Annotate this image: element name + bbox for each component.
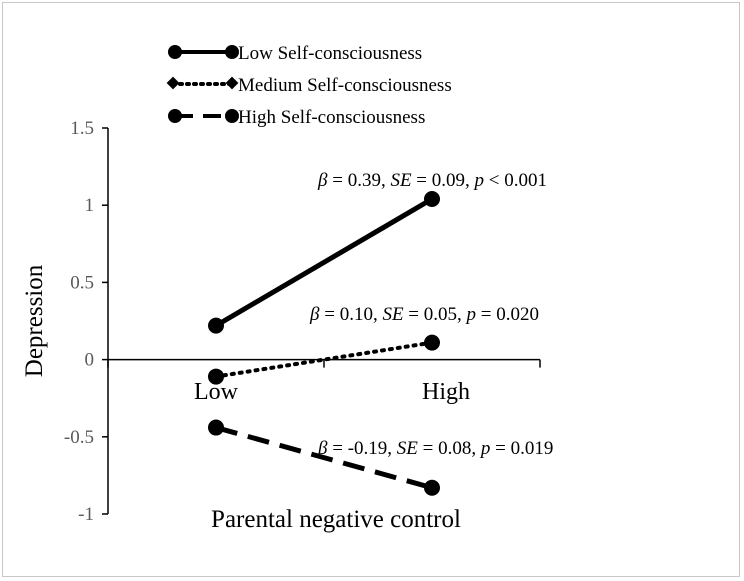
data-point-low-low: [208, 317, 224, 334]
legend-marker-medium-left: [166, 76, 180, 90]
legend: Low Self-consciousness Medium Self-consc…: [166, 43, 452, 128]
annotation-medium: β = 0.10, SE = 0.05, p = 0.020: [309, 304, 539, 325]
legend-marker-low-left: [168, 45, 182, 59]
x-axis-label: Parental negative control: [211, 506, 461, 533]
annotation-high: β = -0.19, SE = 0.08, p = 0.019: [317, 438, 553, 459]
x-tick-labels: Low High: [194, 379, 470, 405]
legend-label-low: Low Self-consciousness: [238, 43, 422, 64]
y-tick-label: 1.5: [70, 118, 94, 139]
x-ticks: [107, 359, 541, 368]
x-tick-label-high: High: [422, 379, 470, 405]
series-line-medium: [214, 340, 434, 379]
annotation-text-low: β = 0.39, SE = 0.09, p < 0.001: [317, 170, 547, 191]
annotation-text-medium: β = 0.10, SE = 0.05, p = 0.020: [309, 304, 539, 325]
legend-marker-high-right: [225, 109, 239, 123]
data-point-high-low: [208, 419, 224, 436]
legend-entry-low: Low Self-consciousness: [168, 43, 422, 64]
legend-label-medium: Medium Self-consciousness: [238, 75, 452, 96]
legend-entry-medium: Medium Self-consciousness: [166, 75, 452, 96]
data-point-medium-high: [424, 334, 440, 351]
data-point-low-high: [424, 191, 440, 208]
legend-marker-low-right: [225, 45, 239, 59]
y-tick-label: -1: [78, 504, 94, 525]
series-layer: [208, 191, 440, 496]
annotation-low: β = 0.39, SE = 0.09, p < 0.001: [317, 170, 547, 191]
legend-marker-high-left: [168, 109, 182, 123]
series-line-low: [214, 196, 434, 328]
y-tick-labels: 1.5 1 0.5 0 -0.5 -1: [64, 118, 94, 525]
y-ticks: [102, 127, 108, 515]
legend-entry-high: High Self-consciousness: [168, 107, 425, 128]
axes: [102, 127, 541, 515]
legend-marker-medium-right: [225, 76, 239, 90]
y-tick-label: -0.5: [64, 427, 94, 448]
y-tick-label: 0.5: [70, 272, 94, 293]
series-line-high: [215, 425, 433, 491]
data-point-medium-low: [208, 368, 224, 385]
legend-label-high: High Self-consciousness: [238, 107, 425, 128]
y-axis-label: Depression: [21, 264, 48, 377]
y-tick-label: 1: [85, 195, 95, 216]
data-point-high-high: [424, 479, 440, 496]
y-tick-label: 0: [85, 350, 95, 371]
annotation-text-high: β = -0.19, SE = 0.08, p = 0.019: [317, 438, 553, 459]
